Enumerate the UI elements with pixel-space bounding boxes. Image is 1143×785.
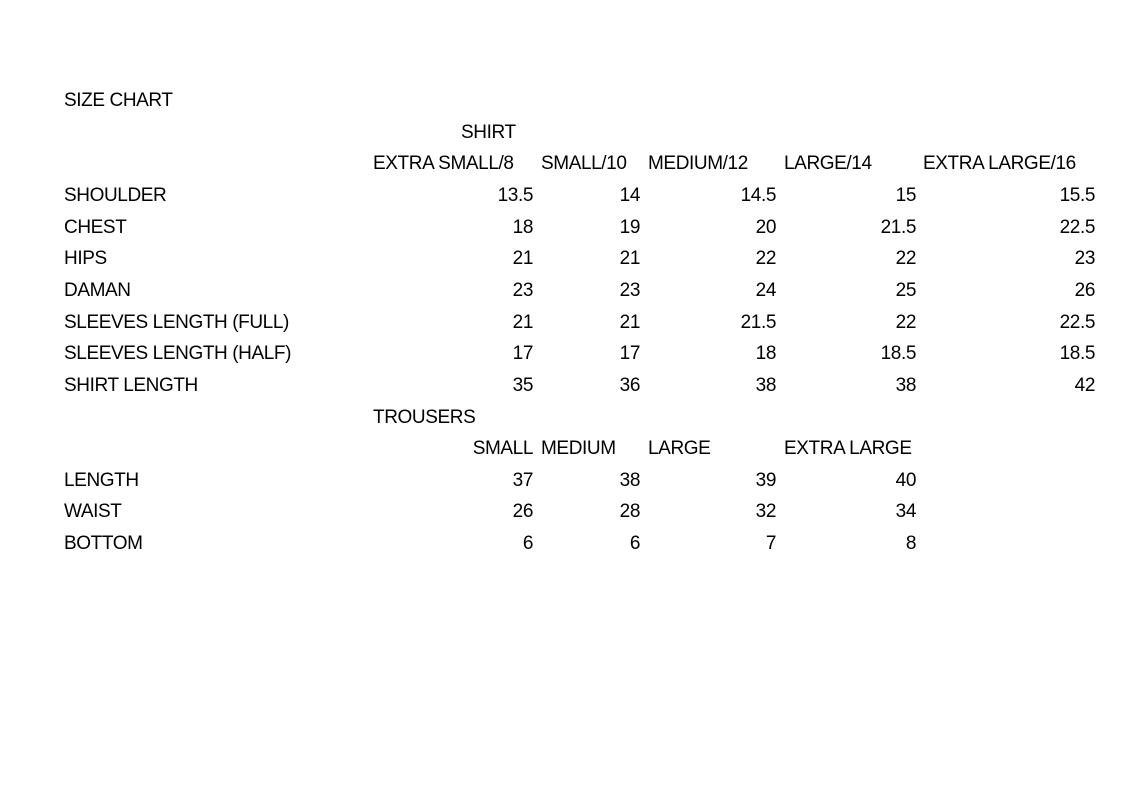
shirt-section-label: SHIRT bbox=[461, 122, 516, 143]
trousers-measurement-label: LENGTH bbox=[64, 470, 139, 491]
trousers-measurement-value: 8 bbox=[905, 533, 917, 554]
shirt-measurement-value: 26 bbox=[1074, 280, 1096, 301]
shirt-measurement-value: 15 bbox=[895, 185, 917, 206]
shirt-measurement-label: SLEEVES LENGTH (FULL) bbox=[64, 312, 289, 333]
shirt-measurement-value: 14.5 bbox=[740, 185, 777, 206]
shirt-measurement-value: 21.5 bbox=[880, 217, 917, 238]
shirt-measurement-value: 22.5 bbox=[1059, 312, 1096, 333]
trousers-measurement-value: 39 bbox=[755, 470, 777, 491]
shirt-measurement-value: 35 bbox=[512, 375, 534, 396]
trousers-measurement-value: 6 bbox=[629, 533, 641, 554]
shirt-measurement-value: 18 bbox=[512, 217, 534, 238]
shirt-size-header: EXTRA LARGE/16 bbox=[923, 153, 1076, 174]
shirt-measurement-value: 38 bbox=[755, 375, 777, 396]
trousers-measurement-label: WAIST bbox=[64, 501, 122, 522]
shirt-measurement-label: HIPS bbox=[64, 248, 107, 269]
shirt-measurement-value: 18.5 bbox=[880, 343, 917, 364]
trousers-measurement-value: 38 bbox=[619, 470, 641, 491]
shirt-measurement-label: CHEST bbox=[64, 217, 127, 238]
shirt-measurement-value: 21 bbox=[512, 312, 534, 333]
shirt-measurement-value: 17 bbox=[619, 343, 641, 364]
shirt-measurement-value: 22.5 bbox=[1059, 217, 1096, 238]
shirt-measurement-value: 23 bbox=[619, 280, 641, 301]
shirt-measurement-value: 21 bbox=[619, 312, 641, 333]
shirt-measurement-value: 22 bbox=[895, 248, 917, 269]
shirt-measurement-value: 15.5 bbox=[1059, 185, 1096, 206]
shirt-measurement-value: 14 bbox=[619, 185, 641, 206]
trousers-measurement-value: 34 bbox=[895, 501, 917, 522]
shirt-measurement-label: SHOULDER bbox=[64, 185, 167, 206]
shirt-measurement-value: 36 bbox=[619, 375, 641, 396]
shirt-measurement-value: 21 bbox=[512, 248, 534, 269]
shirt-size-header: EXTRA SMALL/8 bbox=[373, 153, 514, 174]
shirt-size-header: MEDIUM/12 bbox=[648, 153, 748, 174]
trousers-measurement-value: 37 bbox=[512, 470, 534, 491]
shirt-measurement-value: 18 bbox=[755, 343, 777, 364]
shirt-measurement-value: 42 bbox=[1074, 375, 1096, 396]
trousers-size-header: SMALL bbox=[472, 438, 534, 459]
trousers-measurement-label: BOTTOM bbox=[64, 533, 143, 554]
shirt-size-header: SMALL/10 bbox=[541, 153, 627, 174]
shirt-measurement-value: 38 bbox=[895, 375, 917, 396]
trousers-measurement-value: 26 bbox=[512, 501, 534, 522]
shirt-measurement-label: DAMAN bbox=[64, 280, 131, 301]
trousers-size-header: LARGE bbox=[648, 438, 711, 459]
shirt-measurement-value: 17 bbox=[512, 343, 534, 364]
trousers-section-label: TROUSERS bbox=[373, 407, 476, 428]
trousers-measurement-value: 32 bbox=[755, 501, 777, 522]
trousers-measurement-value: 40 bbox=[895, 470, 917, 491]
shirt-measurement-value: 13.5 bbox=[497, 185, 534, 206]
shirt-size-header: LARGE/14 bbox=[784, 153, 872, 174]
shirt-measurement-value: 23 bbox=[512, 280, 534, 301]
shirt-measurement-value: 22 bbox=[755, 248, 777, 269]
shirt-measurement-value: 18.5 bbox=[1059, 343, 1096, 364]
trousers-measurement-value: 6 bbox=[522, 533, 534, 554]
shirt-measurement-label: SLEEVES LENGTH (HALF) bbox=[64, 343, 292, 364]
shirt-measurement-value: 24 bbox=[755, 280, 777, 301]
trousers-measurement-value: 28 bbox=[619, 501, 641, 522]
sheet-title: SIZE CHART bbox=[64, 90, 173, 111]
shirt-measurement-value: 22 bbox=[895, 312, 917, 333]
trousers-size-header: EXTRA LARGE bbox=[784, 438, 912, 459]
shirt-measurement-value: 19 bbox=[619, 217, 641, 238]
shirt-measurement-value: 23 bbox=[1074, 248, 1096, 269]
trousers-size-header: MEDIUM bbox=[541, 438, 616, 459]
shirt-measurement-label: SHIRT LENGTH bbox=[64, 375, 198, 396]
shirt-measurement-value: 21.5 bbox=[740, 312, 777, 333]
shirt-measurement-value: 20 bbox=[755, 217, 777, 238]
shirt-measurement-value: 21 bbox=[619, 248, 641, 269]
trousers-measurement-value: 7 bbox=[765, 533, 777, 554]
shirt-measurement-value: 25 bbox=[895, 280, 917, 301]
